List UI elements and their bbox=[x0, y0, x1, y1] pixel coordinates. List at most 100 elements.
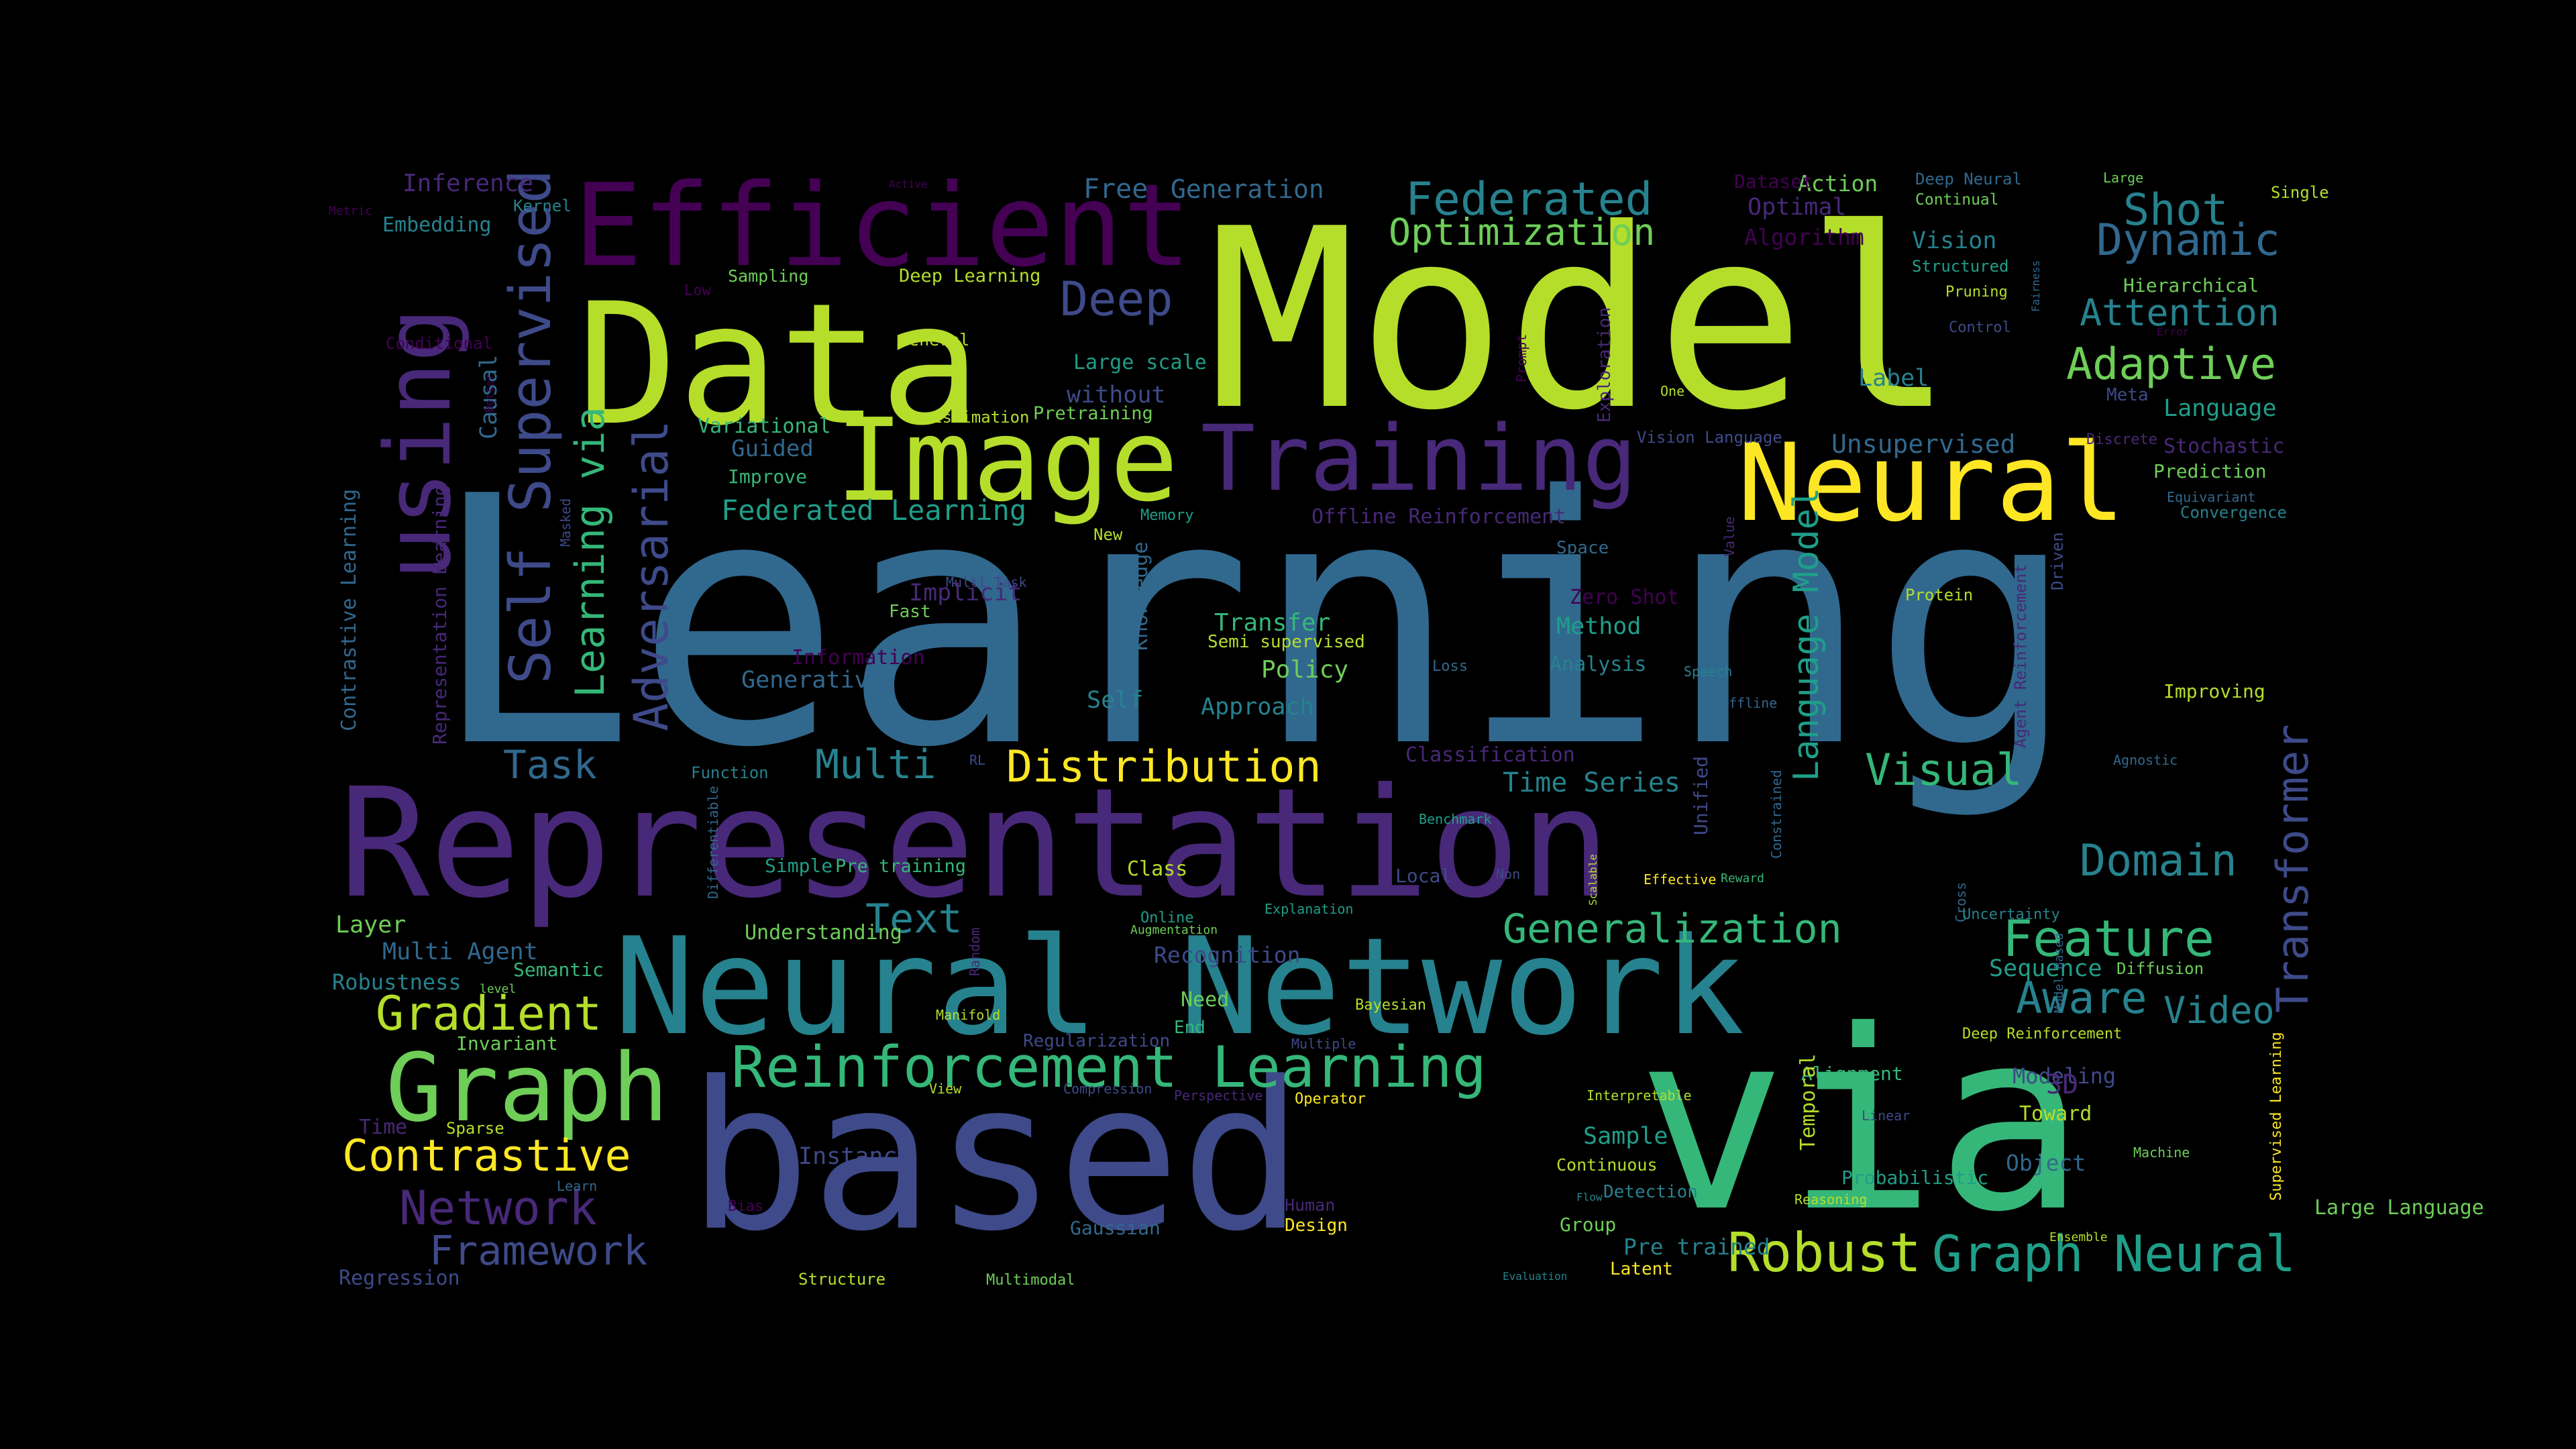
word-linear: Linear bbox=[1862, 1108, 1910, 1124]
word-function: Function bbox=[691, 763, 769, 782]
word-sample: Sample bbox=[1583, 1123, 1668, 1150]
word-learning: Learning bbox=[429, 425, 2077, 822]
word-free: Free bbox=[1083, 174, 1148, 205]
word-flow: Flow bbox=[1576, 1191, 1603, 1203]
word-exploration: Exploration bbox=[1595, 307, 1615, 423]
word-dynamic: Dynamic bbox=[2096, 215, 2280, 266]
word-dataset: Dataset bbox=[1734, 170, 1813, 193]
word-model-based: Model Based bbox=[2052, 933, 2066, 1013]
word-structure: Structure bbox=[798, 1270, 885, 1289]
word-self: Self bbox=[1087, 687, 1143, 714]
word-evaluation: Evaluation bbox=[1503, 1270, 1567, 1283]
word-time: Time bbox=[359, 1116, 407, 1139]
word-federated: Federated bbox=[1405, 173, 1652, 226]
word-generalization: Generalization bbox=[1503, 906, 1842, 953]
word-group: Group bbox=[1560, 1214, 1616, 1236]
word-sequence: Sequence bbox=[1989, 955, 2102, 982]
word-need: Need bbox=[1181, 988, 1229, 1012]
word-3d: 3D bbox=[2046, 1069, 2078, 1100]
word-method: Method bbox=[1556, 613, 1641, 640]
word-analysis: Analysis bbox=[1550, 653, 1647, 676]
word-stochastic: Stochastic bbox=[2163, 435, 2285, 458]
word-domain: Domain bbox=[2080, 836, 2237, 886]
word-improving: Improving bbox=[2163, 680, 2265, 702]
word-multi-agent: Multi Agent bbox=[382, 938, 538, 965]
word-graph-neural: Graph Neural bbox=[1932, 1224, 2296, 1283]
word-offline-reinforcement: Offline Reinforcement bbox=[1311, 505, 1566, 529]
word-embedding: Embedding bbox=[382, 213, 492, 237]
word-model: Model bbox=[1208, 176, 1955, 465]
word-algorithm: Algorithm bbox=[1744, 224, 1864, 250]
word-based: based bbox=[688, 1038, 1303, 1276]
word-inference: Inference bbox=[402, 170, 533, 197]
word-human: Human bbox=[1285, 1195, 1335, 1215]
word-modeling: Modeling bbox=[2012, 1063, 2116, 1089]
word-space: Space bbox=[1556, 538, 1609, 558]
word-supervised-learning: Supervised Learning bbox=[2268, 1032, 2285, 1201]
word-task: Task bbox=[503, 742, 597, 788]
word-learn: Learn bbox=[557, 1178, 597, 1194]
word-large-language: Large Language bbox=[2314, 1196, 2484, 1220]
word-label: Label bbox=[1858, 365, 1929, 392]
word-scalable: Scalable bbox=[1587, 854, 1599, 906]
word-graph: Graph bbox=[386, 1034, 668, 1143]
word-recognition: Recognition bbox=[1154, 942, 1301, 968]
word-optimization: Optimization bbox=[1389, 211, 1655, 254]
word-discrete: Discrete bbox=[2086, 431, 2157, 448]
word-generative: Generative bbox=[741, 667, 883, 694]
word-speech: Speech bbox=[1684, 663, 1732, 680]
word-robustness: Robustness bbox=[332, 969, 462, 995]
word-offline: Offline bbox=[1721, 695, 1777, 711]
word-transformer: Transformer bbox=[2268, 724, 2318, 1013]
word-value: Value bbox=[1721, 517, 1737, 557]
word-semantic: Semantic bbox=[513, 959, 604, 981]
word-uncertainty: Uncertainty bbox=[1962, 906, 2060, 923]
word-learning-via: Learning via bbox=[567, 407, 614, 698]
word-reinforcement-learning: Reinforcement Learning bbox=[731, 1034, 1487, 1101]
word-control: Control bbox=[1949, 319, 2011, 336]
word-shot: Shot bbox=[2123, 185, 2229, 235]
word-pruning: Pruning bbox=[1945, 284, 2008, 301]
word-non: Non bbox=[1496, 866, 1520, 882]
word-better: Better bbox=[483, 374, 496, 413]
word-estimation: Estimation bbox=[932, 408, 1030, 427]
word-time-series: Time Series bbox=[1503, 767, 1680, 798]
word-online: Online bbox=[1140, 910, 1193, 926]
word-error: Error bbox=[2157, 325, 2190, 338]
word-class: Class bbox=[1127, 857, 1187, 881]
word-structured: Structured bbox=[1912, 257, 2009, 276]
word-operator: Operator bbox=[1295, 1091, 1366, 1108]
word-machine: Machine bbox=[2133, 1144, 2190, 1161]
word-masked: Masked bbox=[557, 498, 574, 547]
word-diffusion: Diffusion bbox=[2116, 959, 2204, 978]
word-cross: Cross bbox=[1953, 882, 1969, 922]
word-large-scale: Large scale bbox=[1073, 351, 1207, 374]
word-differentiable: Differentiable bbox=[705, 786, 721, 899]
word-sparse: Sparse bbox=[446, 1119, 504, 1138]
word-end: End bbox=[1174, 1018, 1205, 1038]
word-feature: Feature bbox=[2002, 909, 2214, 968]
word-adversarial: Adversarial bbox=[624, 420, 679, 731]
word-approach: Approach bbox=[1201, 694, 1314, 720]
word-gradient: Gradient bbox=[376, 986, 602, 1041]
word-transfer: Transfer bbox=[1214, 609, 1330, 637]
word-pretraining: Pretraining bbox=[1033, 403, 1153, 424]
word-visual: Visual bbox=[1865, 745, 2023, 796]
word-neural-network: Neural Network bbox=[614, 909, 1745, 1065]
word-pre-trained: Pre trained bbox=[1623, 1234, 1770, 1260]
word-information: Information bbox=[792, 646, 925, 669]
word-instance: Instance bbox=[798, 1143, 912, 1170]
word-unified: Unified bbox=[1690, 756, 1712, 835]
word-reasoning: Reasoning bbox=[1794, 1191, 1867, 1208]
word-using: using bbox=[366, 308, 471, 580]
word-multiple: Multiple bbox=[1291, 1036, 1356, 1052]
word-convergence: Convergence bbox=[2180, 503, 2287, 522]
word-random: Random bbox=[967, 928, 983, 976]
word-meta: Meta bbox=[2106, 385, 2149, 405]
word-new: New bbox=[1093, 525, 1123, 544]
word-ensemble: Ensemble bbox=[2049, 1230, 2108, 1244]
word-contrastive-learning: Contrastive Learning bbox=[337, 489, 361, 731]
word-image: Image bbox=[835, 394, 1179, 527]
